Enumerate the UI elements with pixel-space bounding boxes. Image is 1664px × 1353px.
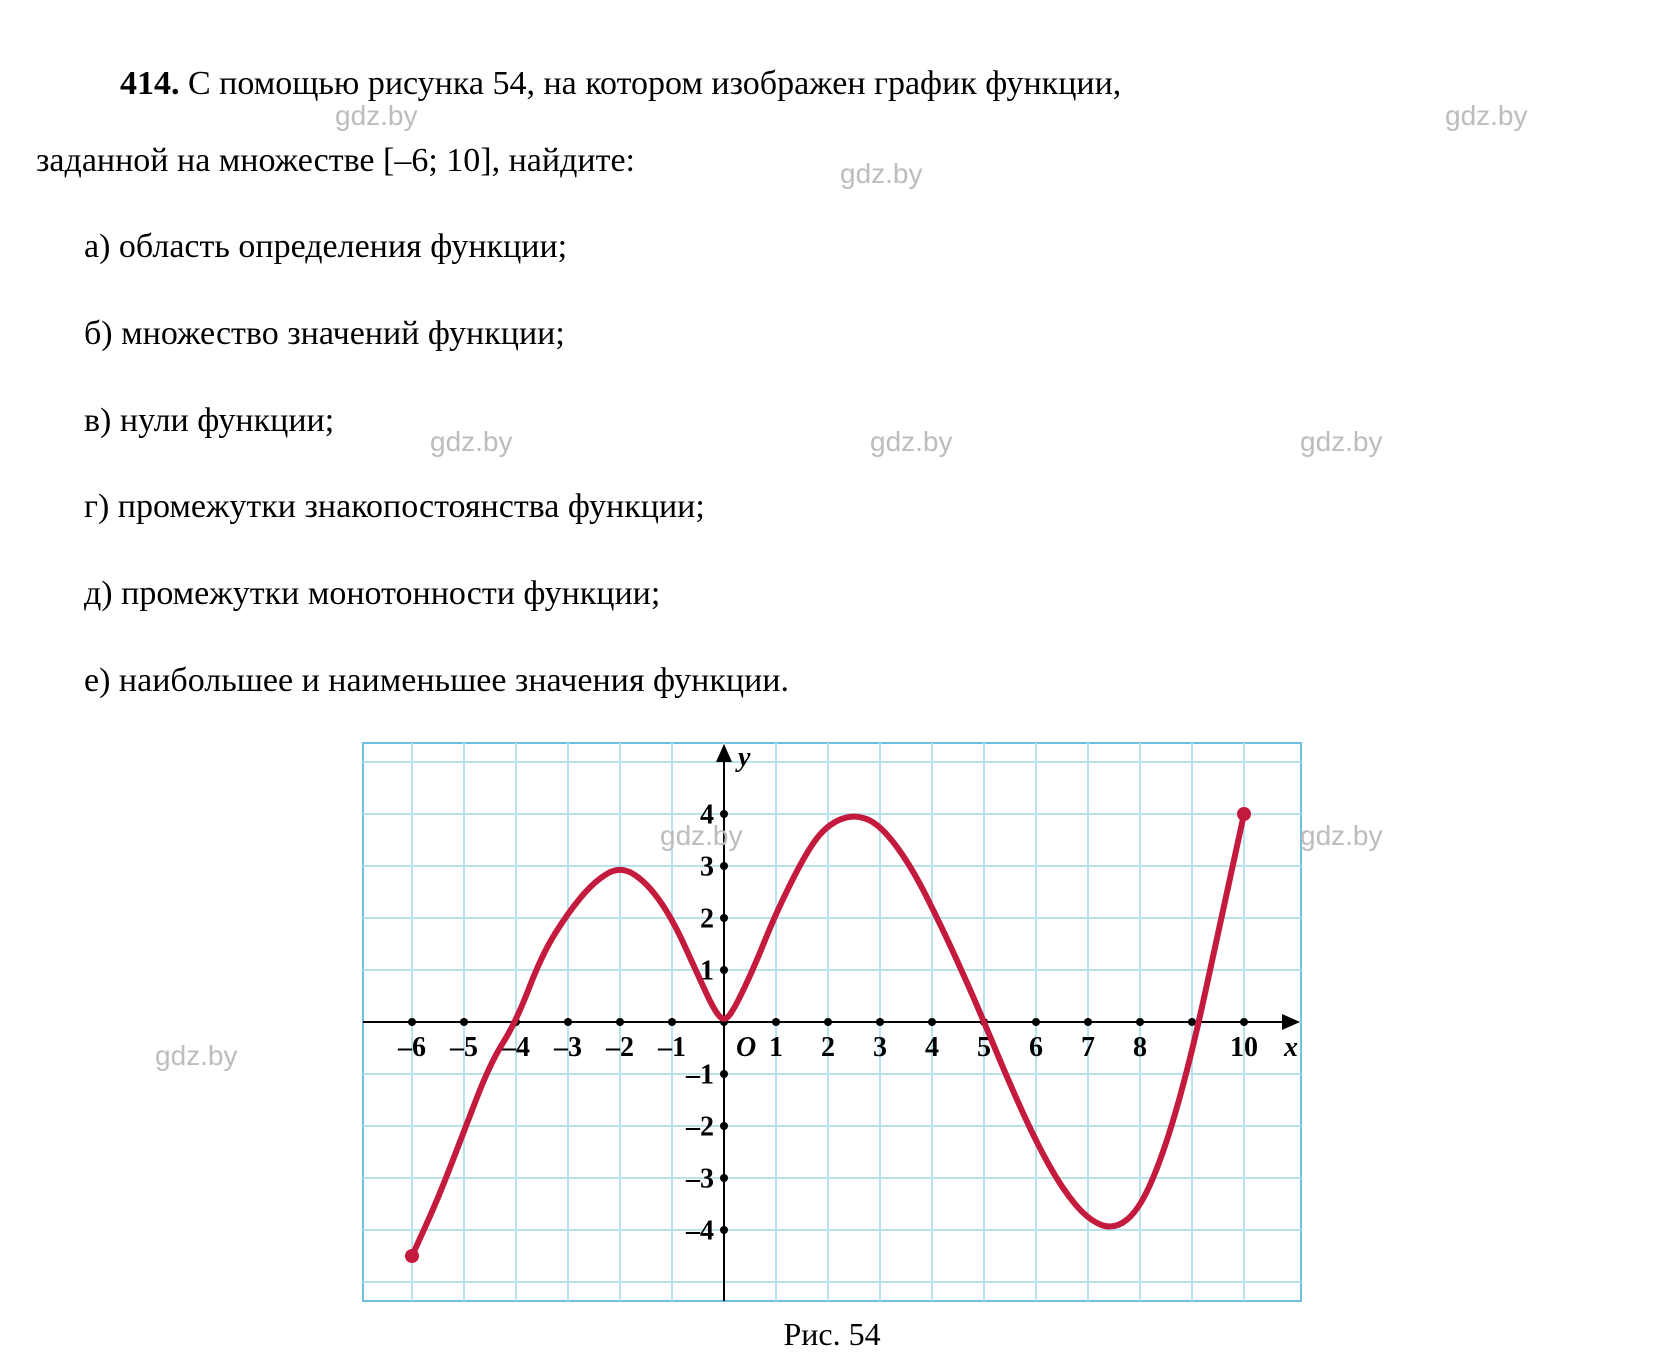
figure-caption: Рис. 54 (783, 1316, 880, 1353)
svg-text:1: 1 (769, 1032, 783, 1063)
svg-text:–3: –3 (553, 1032, 582, 1063)
item-f: е) наибольшее и наименьшее значения функ… (36, 655, 1628, 708)
problem-number: 414. (120, 65, 180, 102)
svg-text:–2: –2 (685, 1111, 714, 1142)
svg-text:–2: –2 (605, 1032, 634, 1063)
svg-text:–1: –1 (685, 1059, 714, 1090)
svg-text:7: 7 (1081, 1032, 1095, 1063)
problem-intro-a: С помощью рисунка 54, на котором изображ… (188, 65, 1121, 102)
item-d: г) промежутки знакопостоянства функции; (36, 481, 1628, 534)
svg-text:6: 6 (1029, 1032, 1043, 1063)
svg-text:–3: –3 (685, 1163, 714, 1194)
svg-text:2: 2 (700, 903, 714, 934)
item-b: б) множество значений функции; (36, 308, 1628, 361)
item-e: д) промежутки монотонности функции; (36, 568, 1628, 621)
svg-text:y: y (735, 742, 751, 773)
svg-text:–4: –4 (685, 1215, 714, 1246)
page: 414. С помощью рисунка 54, на котором из… (0, 0, 1664, 1171)
problem-intro-2: заданной на множестве [–6; 10], найдите: (36, 135, 1628, 188)
item-a: а) область определения функции; (36, 221, 1628, 274)
svg-text:–1: –1 (657, 1032, 686, 1063)
function-graph: –6–5–4–3–2–11234567810–4–3–2–11234Oxy (362, 742, 1302, 1302)
svg-text:O: O (736, 1032, 756, 1063)
item-c: в) нули функции; (36, 395, 1628, 448)
svg-text:3: 3 (700, 851, 714, 882)
svg-text:x: x (1283, 1032, 1298, 1063)
svg-text:4: 4 (700, 799, 714, 830)
svg-text:4: 4 (925, 1032, 939, 1063)
svg-text:–6: –6 (397, 1032, 426, 1063)
problem-intro: 414. С помощью рисунка 54, на котором из… (36, 58, 1628, 111)
svg-text:–5: –5 (449, 1032, 478, 1063)
svg-text:2: 2 (821, 1032, 835, 1063)
svg-text:10: 10 (1230, 1032, 1258, 1063)
chart-container: –6–5–4–3–2–11234567810–4–3–2–11234Oxy Ри… (36, 742, 1628, 1353)
svg-text:3: 3 (873, 1032, 887, 1063)
svg-text:8: 8 (1133, 1032, 1147, 1063)
